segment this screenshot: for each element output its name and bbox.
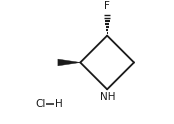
Text: Cl: Cl xyxy=(35,99,46,109)
Text: NH: NH xyxy=(100,93,115,102)
Text: F: F xyxy=(104,1,110,11)
Polygon shape xyxy=(58,59,80,66)
Text: H: H xyxy=(55,99,63,109)
